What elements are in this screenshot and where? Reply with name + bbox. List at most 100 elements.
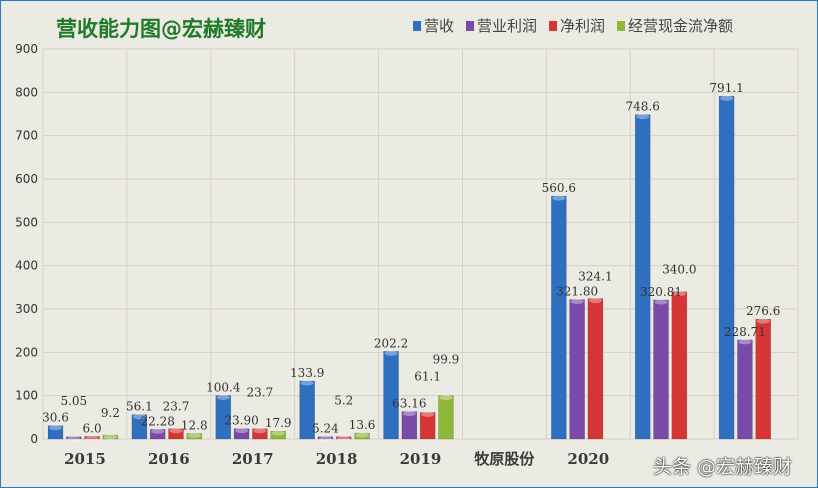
bar-营业利润 <box>317 436 334 440</box>
data-label: 133.9 <box>290 366 324 380</box>
bar-营收 <box>131 414 148 440</box>
bar-净利润 <box>671 291 688 440</box>
legend-swatch <box>466 20 475 31</box>
bar-cap <box>402 411 416 417</box>
bar-净利润 <box>336 436 352 440</box>
bar-cap <box>756 318 770 324</box>
bar-cap <box>318 436 332 442</box>
bars <box>47 95 771 442</box>
data-label: 56.1 <box>126 400 153 414</box>
bar-cap <box>636 114 650 120</box>
data-label: 560.6 <box>542 181 576 195</box>
bar-净利润 <box>587 298 604 440</box>
bar-cap <box>552 195 566 201</box>
x-tick-label: 2020 <box>567 450 609 468</box>
bar-营业利润 <box>653 299 669 440</box>
data-label: 23.7 <box>163 400 190 414</box>
bar-cap <box>337 436 351 442</box>
x-tick-label: 牧原股份 <box>474 450 535 468</box>
bar-营收 <box>718 95 735 440</box>
bar-营收 <box>215 395 232 440</box>
bar-营业利润 <box>66 436 82 440</box>
data-label: 12.8 <box>181 418 208 432</box>
bar-cap <box>103 434 117 440</box>
bar-营业利润 <box>737 339 753 440</box>
bar-营业利润 <box>401 411 418 440</box>
legend-swatch <box>549 20 558 31</box>
bar-净利润 <box>168 428 184 440</box>
data-label: 23.7 <box>247 386 274 400</box>
bar-cap <box>49 425 62 431</box>
bar-营收 <box>634 114 651 440</box>
data-label: 9.2 <box>101 406 120 420</box>
bar-cap <box>421 412 435 418</box>
data-label: 13.6 <box>349 418 376 432</box>
x-tick-label: 2018 <box>316 450 358 468</box>
bar-cap <box>85 435 99 441</box>
bar-经营现金流净额 <box>354 432 370 440</box>
legend-item: 净利润 <box>549 15 605 36</box>
x-tick-label: 2016 <box>148 450 190 468</box>
data-label: 17.9 <box>265 416 292 430</box>
bar-营业利润 <box>569 299 585 440</box>
bar-cap <box>384 350 398 356</box>
y-tick-label: 600 <box>15 172 38 186</box>
data-label: 5.24 <box>312 422 339 436</box>
bar-营收 <box>299 380 315 440</box>
data-label: 63.16 <box>392 397 426 411</box>
bar-经营现金流净额 <box>438 395 454 440</box>
bar-cap <box>67 436 81 442</box>
bar-cap <box>253 428 267 434</box>
data-label: 5.05 <box>60 394 87 408</box>
bar-营收 <box>383 351 399 440</box>
x-tick-label: 2017 <box>232 450 274 468</box>
y-tick-label: 200 <box>15 345 38 359</box>
bar-营收 <box>551 195 567 440</box>
legend-label: 经营现金流净额 <box>628 17 734 35</box>
y-tick-label: 700 <box>15 129 38 143</box>
bar-cap <box>355 432 369 438</box>
data-labels: 30.65.056.09.2 56.122.2823.712.8100.423.9… <box>42 81 780 436</box>
data-label: 228.71 <box>724 325 766 339</box>
data-label: 6.0 <box>83 421 102 435</box>
bar-净利润 <box>755 318 771 440</box>
bar-cap <box>588 298 602 304</box>
data-label: 321.80 <box>556 285 598 299</box>
data-label: 320.81 <box>640 285 682 299</box>
bar-营收 <box>47 425 64 440</box>
y-tick-label: 100 <box>15 389 38 403</box>
y-tick-label: 300 <box>15 302 38 316</box>
bar-cap <box>187 432 201 438</box>
data-label: 99.9 <box>433 353 460 367</box>
bar-cap <box>570 299 584 305</box>
bar-营业利润 <box>149 429 166 440</box>
y-tick-label: 400 <box>15 259 38 273</box>
bar-经营现金流净额 <box>102 434 119 440</box>
bar-cap <box>151 428 165 434</box>
data-label: 5.2 <box>334 394 353 408</box>
legend: 营收 营业利润 净利润 经营现金流净额 <box>413 15 733 36</box>
data-label: 23.90 <box>224 414 258 428</box>
bar-营业利润 <box>233 428 250 440</box>
legend-label: 营业利润 <box>477 17 538 35</box>
y-tick-label: 500 <box>15 215 38 229</box>
bar-cap <box>720 95 734 101</box>
bar-cap <box>300 380 314 386</box>
data-label: 340.0 <box>662 263 696 277</box>
y-tick-label: 800 <box>15 85 38 99</box>
legend-swatch <box>617 20 626 31</box>
bar-cap <box>654 299 668 305</box>
chart-title: 营收能力图@宏赫臻财 <box>56 17 266 41</box>
bar-cap <box>439 395 453 401</box>
bar-cap <box>216 394 230 400</box>
legend-item: 营业利润 <box>466 15 537 36</box>
legend-label: 营收 <box>424 17 455 35</box>
legend-item: 经营现金流净额 <box>617 15 733 36</box>
data-label: 202.2 <box>374 336 408 350</box>
bar-净利润 <box>84 436 100 440</box>
bar-cap <box>672 291 686 297</box>
data-label: 748.6 <box>626 100 660 114</box>
x-tick-label: 2019 <box>400 450 442 468</box>
